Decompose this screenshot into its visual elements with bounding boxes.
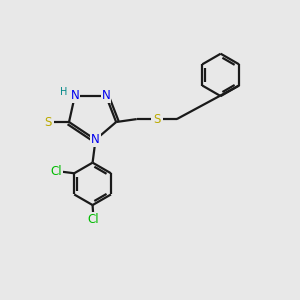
Text: Cl: Cl xyxy=(87,213,99,226)
Text: H: H xyxy=(60,87,68,97)
Text: S: S xyxy=(153,112,160,126)
Text: N: N xyxy=(91,133,100,146)
Text: N: N xyxy=(70,89,79,102)
Text: N: N xyxy=(101,89,110,102)
Text: Cl: Cl xyxy=(50,165,62,178)
Text: S: S xyxy=(44,116,52,128)
